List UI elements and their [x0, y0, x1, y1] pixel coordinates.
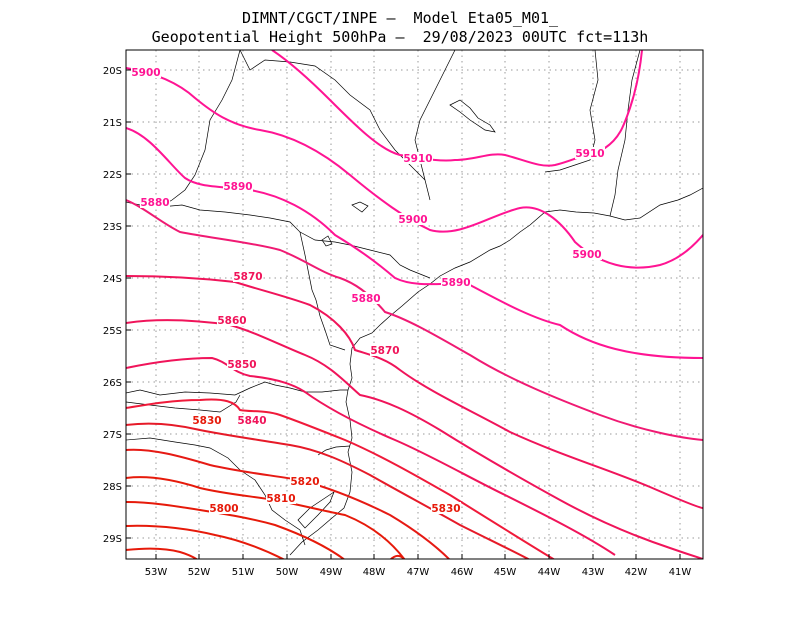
coastline-borders	[126, 50, 703, 556]
contour-5830	[126, 422, 531, 559]
contour-label: 5910	[575, 148, 604, 160]
state-border	[159, 204, 346, 351]
contour-label-bg	[398, 213, 428, 225]
lon-tick-label: 51W	[232, 567, 255, 578]
state-border	[414, 50, 456, 201]
contour-label: 5810	[266, 493, 295, 505]
lat-tick-label: 26S	[103, 378, 122, 389]
contour-label-bg	[223, 180, 253, 192]
lon-tick-label: 49W	[320, 567, 343, 578]
contour-label: 5890	[441, 277, 470, 289]
lon-tick-label: 45W	[494, 567, 517, 578]
state-border	[126, 381, 348, 396]
contour-5860	[126, 319, 703, 559]
state-border	[609, 50, 641, 217]
contour-label-bg	[403, 152, 433, 164]
lagoon	[297, 491, 335, 529]
reservoir	[321, 235, 333, 247]
contour-label-bg	[441, 276, 471, 288]
contour-label: 5900	[131, 67, 160, 79]
contour-label-bg	[227, 358, 257, 370]
contour-label-bg	[192, 414, 222, 426]
contour-label-bg	[217, 314, 247, 326]
coastline	[289, 187, 703, 556]
contour-label-bg	[290, 475, 320, 487]
contour-label: 5830	[431, 503, 460, 515]
contour-5880	[126, 199, 703, 441]
lat-tick-label: 22S	[103, 170, 122, 181]
contour-lines	[126, 50, 703, 559]
lon-tick-label: 46W	[451, 567, 474, 578]
contour-5780	[126, 547, 199, 559]
contour-label-bg	[140, 196, 170, 208]
lat-tick-label: 24S	[103, 274, 122, 285]
contour-5890	[126, 127, 703, 359]
lat-tick-label: 27S	[103, 430, 122, 441]
contour-label-bg	[209, 502, 239, 514]
lon-tick-label: 50W	[276, 567, 299, 578]
chart-title-line2: Geopotential Height 500hPa – 29/08/2023 …	[151, 28, 649, 46]
contour-label: 5840	[237, 415, 266, 427]
lon-tick-label: 44W	[538, 567, 561, 578]
chart-title-line1: DIMNT/CGCT/INPE – Model Eta05_M01_	[241, 9, 559, 27]
contour-label: 5900	[572, 249, 601, 261]
contour-5810	[126, 476, 406, 559]
contour-label: 5870	[233, 271, 262, 283]
contour-label: 5850	[227, 359, 256, 371]
lon-tick-label: 47W	[407, 567, 430, 578]
contour-5790	[126, 524, 286, 559]
contour-labels: 5910 5910 5900 5900 5900 5890 5890 5880 5880 5870…	[131, 66, 605, 515]
state-border	[299, 231, 431, 279]
axis-ticks: 53W 52W 51W 50W 49W 48W 47W 46W 45W 44W 43W 42W 41W 2…	[103, 66, 691, 578]
contour-label-bg	[572, 248, 602, 260]
reservoir	[449, 99, 496, 133]
contour-label-bg	[575, 147, 605, 159]
country-border	[126, 394, 241, 413]
lon-tick-label: 52W	[188, 567, 211, 578]
lon-tick-label: 43W	[582, 567, 605, 578]
contour-label-bg	[233, 270, 263, 282]
contour-5900	[126, 67, 703, 269]
contour-label: 5830	[192, 415, 221, 427]
lat-tick-label: 23S	[103, 222, 122, 233]
lat-tick-label: 29S	[103, 534, 122, 545]
contour-label-bg	[431, 502, 461, 514]
lat-tick-label: 28S	[103, 482, 122, 493]
reservoir	[351, 201, 369, 213]
contour-5850	[126, 356, 616, 556]
contour-label-bg	[131, 66, 161, 78]
contour-label: 5880	[351, 293, 380, 305]
contour-label: 5870	[370, 345, 399, 357]
contour-label: 5800	[209, 503, 238, 515]
lat-tick-label: 21S	[103, 118, 122, 129]
state-border	[239, 50, 426, 181]
contour-5800	[126, 501, 346, 559]
contour-label: 5860	[217, 315, 246, 327]
contour-label: 5900	[398, 214, 427, 226]
contour-label-bg	[370, 344, 400, 356]
grid-lines	[126, 50, 703, 559]
contour-label-bg	[237, 414, 267, 426]
lat-tick-label: 20S	[103, 66, 122, 77]
contour-label: 5910	[403, 153, 432, 165]
contour-5870	[126, 275, 703, 509]
contour-label-bg	[351, 292, 381, 304]
map-frame	[125, 49, 704, 560]
contour-label: 5890	[223, 181, 252, 193]
contour-5840	[126, 398, 556, 559]
lon-tick-label: 42W	[625, 567, 648, 578]
lon-tick-label: 41W	[669, 567, 692, 578]
contour-label: 5820	[290, 476, 319, 488]
lon-tick-label: 53W	[145, 567, 168, 578]
lon-tick-label: 48W	[363, 567, 386, 578]
contour-5910-east	[271, 50, 643, 167]
lat-tick-label: 25S	[103, 326, 122, 337]
contour-label-bg	[266, 492, 296, 504]
contour-label: 5880	[140, 197, 169, 209]
